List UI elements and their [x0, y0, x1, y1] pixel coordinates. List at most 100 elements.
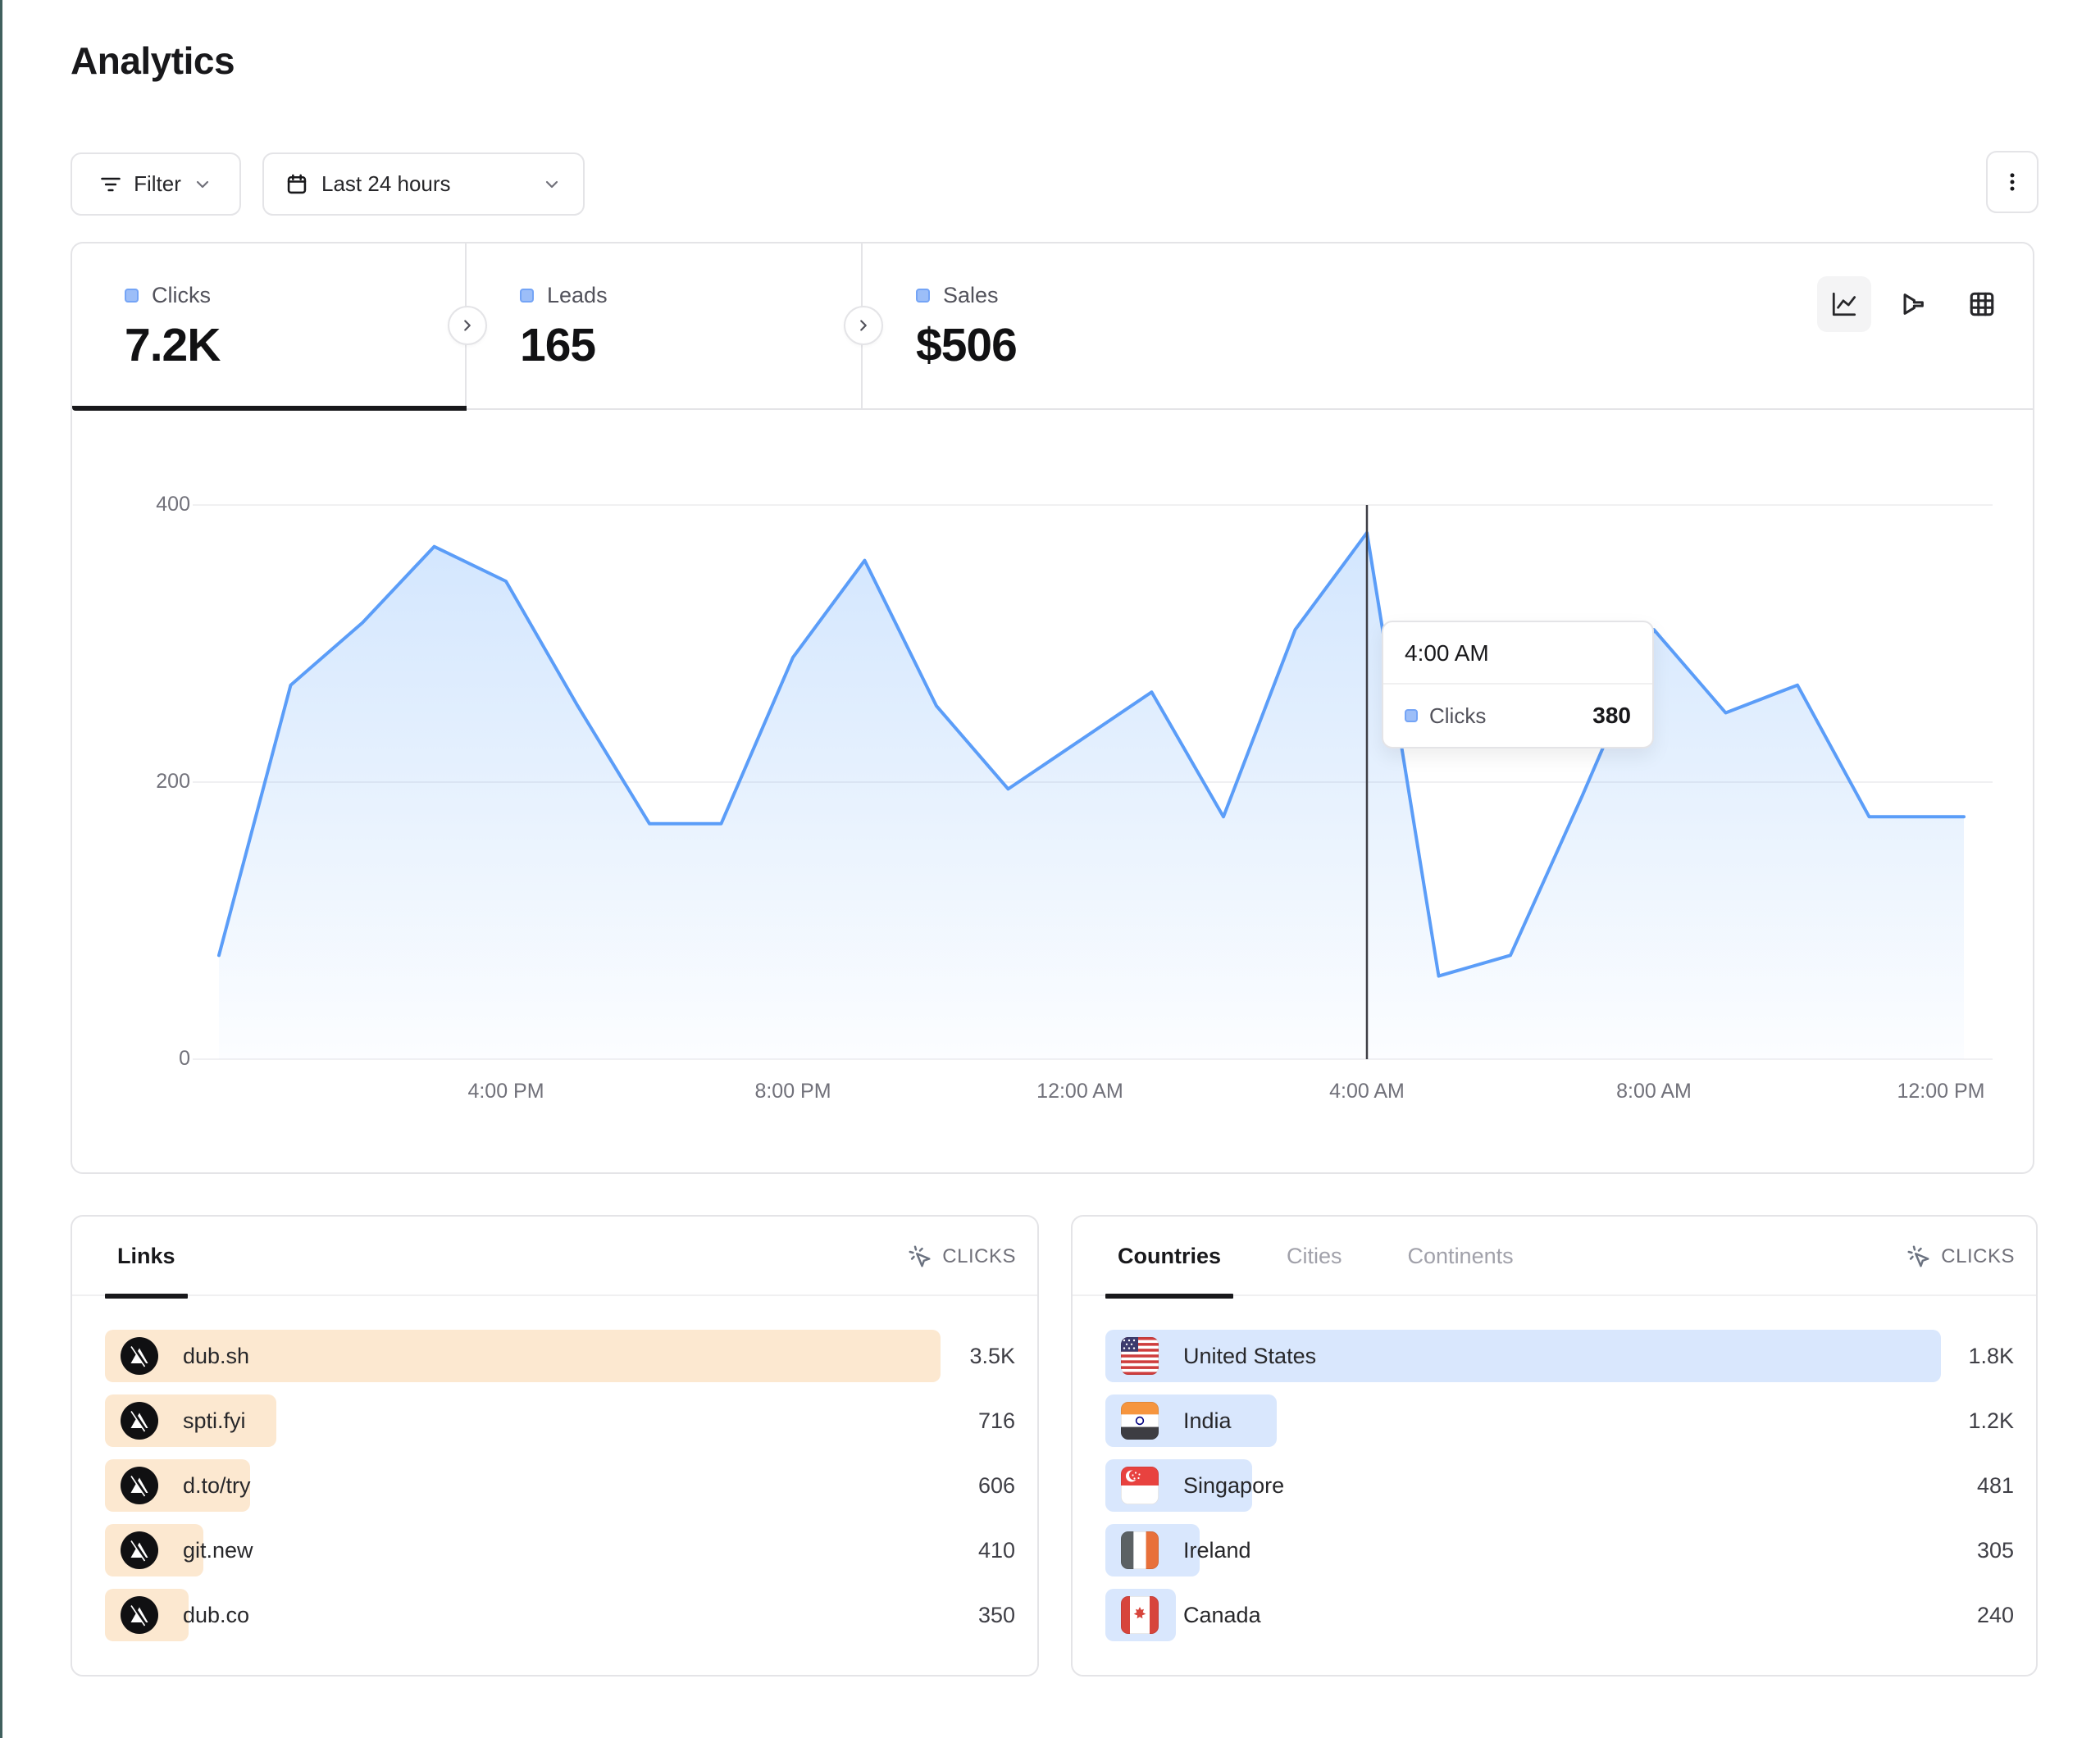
- x-tick-label: 4:00 AM: [1329, 1080, 1405, 1103]
- area-fill: [219, 532, 1964, 1059]
- leads-tab-value: 165: [520, 319, 596, 371]
- country-clicks-value: 240: [1976, 1603, 2014, 1627]
- kebab-menu-icon: [2000, 170, 2025, 194]
- tab-leads[interactable]: Leads 165: [467, 243, 863, 410]
- dub-logo-icon: [121, 1337, 158, 1375]
- links-tab-links[interactable]: Links: [105, 1217, 188, 1299]
- link-clicks-value: 410: [977, 1538, 1015, 1563]
- flag-ca-icon: [1121, 1596, 1159, 1634]
- clicks-legend-swatch: [125, 289, 139, 303]
- page-title: Analytics: [71, 39, 235, 82]
- clicks-line: [217, 530, 1966, 978]
- leads-tab-label: Leads: [547, 283, 608, 307]
- links-metric-header[interactable]: CLICKS: [908, 1217, 1016, 1296]
- country-row-canada[interactable]: Canada 240: [1105, 1589, 2014, 1641]
- country-row-united-states[interactable]: United States 1.8K: [1105, 1330, 2014, 1382]
- links-metric-label: CLICKS: [942, 1244, 1016, 1267]
- links-panel-header: Links CLICKS: [72, 1217, 1037, 1299]
- sales-tab-label: Sales: [943, 283, 999, 307]
- flag-sg-icon: [1121, 1467, 1159, 1504]
- line-chart-view-button[interactable]: [1817, 276, 1871, 332]
- link-row-git-new[interactable]: git.new 410: [105, 1524, 1015, 1576]
- tab-sales[interactable]: Sales $506: [863, 243, 1289, 410]
- link-label: dub.sh: [183, 1344, 250, 1368]
- dub-logo-icon: [121, 1467, 158, 1504]
- chevron-down-icon: [193, 175, 212, 194]
- tooltip-legend-swatch: [1405, 709, 1418, 722]
- country-clicks-value: 305: [1976, 1538, 2014, 1563]
- clicks-tab-value: 7.2K: [125, 319, 221, 371]
- chevron-right-icon: [464, 320, 471, 331]
- chevron-down-icon: [542, 175, 562, 194]
- countries-tab-cities[interactable]: Cities: [1287, 1244, 1342, 1268]
- date-range-label: Last 24 hours: [321, 171, 451, 196]
- tab-clicks[interactable]: Clicks 7.2K: [72, 243, 467, 410]
- link-row-spti-fyi[interactable]: spti.fyi 716: [105, 1394, 1015, 1447]
- x-tick-label: 8:00 AM: [1616, 1080, 1692, 1103]
- country-row-india[interactable]: India 1.2K: [1105, 1394, 2014, 1447]
- funnel-icon: [1903, 293, 1924, 315]
- country-clicks-value: 481: [1976, 1473, 2014, 1498]
- sales-tab-value: $506: [916, 319, 1018, 371]
- more-options-button[interactable]: [1986, 151, 2039, 213]
- expand-clicks-button[interactable]: [448, 306, 487, 345]
- country-row-singapore[interactable]: Singapore 481: [1105, 1459, 2014, 1512]
- country-label: Ireland: [1183, 1538, 1251, 1563]
- link-clicks-value: 606: [977, 1473, 1015, 1498]
- country-clicks-value: 1.2K: [1968, 1408, 2014, 1433]
- link-clicks-value: 716: [977, 1408, 1015, 1433]
- country-row-ireland[interactable]: Ireland 305: [1105, 1524, 2014, 1576]
- clicks-tab-label: Clicks: [152, 283, 211, 307]
- link-row-dub-co[interactable]: dub.co 350: [105, 1589, 1015, 1641]
- link-label: git.new: [183, 1538, 253, 1563]
- flag-us-icon: [1121, 1337, 1159, 1375]
- link-row-d-to-try[interactable]: d.to/try 606: [105, 1459, 1015, 1512]
- countries-metric-header[interactable]: CLICKS: [1906, 1217, 2015, 1296]
- filter-button[interactable]: Filter: [71, 152, 241, 216]
- link-label: d.to/try: [183, 1473, 251, 1498]
- expand-leads-button[interactable]: [844, 306, 883, 345]
- chart-view-toggles: [1817, 276, 2009, 332]
- link-clicks-value: 3.5K: [969, 1344, 1015, 1368]
- table-view-button[interactable]: [1955, 276, 2009, 332]
- flag-in-icon: [1121, 1402, 1159, 1440]
- filter-lines-icon: [99, 173, 122, 196]
- leads-legend-swatch: [520, 289, 534, 303]
- stats-tab-row: Clicks 7.2K Leads 165 Sales $506: [72, 243, 2033, 411]
- y-tick-label: 200: [156, 770, 190, 793]
- date-range-button[interactable]: Last 24 hours: [262, 152, 585, 216]
- line-chart-icon: [1832, 292, 1856, 316]
- countries-tab-countries[interactable]: Countries: [1105, 1217, 1234, 1299]
- flag-ie-icon: [1121, 1531, 1159, 1569]
- clicks-area-chart[interactable]: [193, 461, 1993, 1060]
- link-label: spti.fyi: [183, 1408, 246, 1433]
- x-tick-label: 8:00 PM: [754, 1080, 831, 1103]
- country-clicks-value: 1.8K: [1968, 1344, 2014, 1368]
- link-clicks-value: 350: [977, 1603, 1015, 1627]
- dub-logo-icon: [121, 1596, 158, 1634]
- country-label: India: [1183, 1408, 1232, 1433]
- tooltip-time: 4:00 AM: [1383, 622, 1652, 685]
- y-tick-label: 0: [179, 1047, 190, 1070]
- countries-panel-header: Countries Cities Continents CLICKS: [1073, 1217, 2036, 1299]
- x-tick-label: 4:00 PM: [467, 1080, 544, 1103]
- tooltip-series-label: Clicks: [1429, 703, 1487, 728]
- dub-logo-icon: [121, 1531, 158, 1569]
- country-label: United States: [1183, 1344, 1317, 1368]
- active-tab-underline: [72, 406, 467, 411]
- y-tick-label: 400: [156, 493, 190, 516]
- filter-label: Filter: [134, 171, 181, 196]
- countries-metric-label: CLICKS: [1941, 1244, 2015, 1267]
- countries-panel: Countries Cities Continents CLICKS United …: [1071, 1215, 2038, 1677]
- x-tick-label: 12:00 PM: [1897, 1080, 1985, 1103]
- chart-tooltip: 4:00 AM Clicks 380: [1382, 621, 1654, 748]
- dub-logo-icon: [121, 1402, 158, 1440]
- countries-tab-continents[interactable]: Continents: [1407, 1244, 1514, 1268]
- cursor-click-icon: [1906, 1244, 1931, 1269]
- link-row-dub-sh[interactable]: dub.sh 3.5K: [105, 1330, 1015, 1382]
- link-label: dub.co: [183, 1603, 250, 1627]
- value-bar: [1105, 1330, 1941, 1382]
- funnel-view-button[interactable]: [1886, 276, 1940, 332]
- x-tick-label: 12:00 AM: [1036, 1080, 1123, 1103]
- calendar-icon: [285, 173, 308, 196]
